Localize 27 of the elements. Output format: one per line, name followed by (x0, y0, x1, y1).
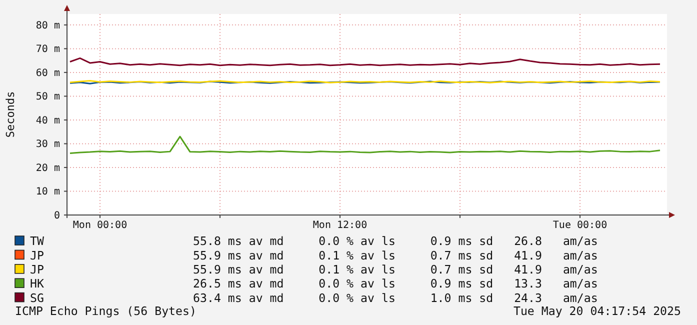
text: 55.8 ms av md 0.0 % av ls 0.9 ms sd 26.8 am/as (193, 234, 598, 248)
y-tick-label: 50 m (36, 92, 60, 103)
line-series (69, 57, 661, 66)
x-tick-label: Tue 00:00 (552, 220, 608, 231)
y-tick-label: 40 m (36, 115, 60, 126)
legend-label: JP (30, 248, 44, 262)
x-tick-label: Mon 00:00 (72, 220, 128, 231)
text: 63.4 ms av md 0.0 % av ls 1.0 ms sd 24.3 am/as (193, 290, 598, 305)
y-tick-label: 20 m (36, 162, 60, 174)
text: ICMP Echo Pings (56 Bytes) (15, 304, 196, 318)
legend-label: SG (30, 290, 44, 305)
text: Tue May 20 04:17:54 2025 (513, 304, 682, 318)
y-tick-label: 30 m (36, 139, 60, 150)
x-tick-label: Mon 12:00 (312, 220, 368, 231)
text: 55.9 ms av md 0.1 % av ls 0.7 ms sd 41.9 am/as (193, 248, 598, 262)
y-axis-title: Seconds (4, 91, 17, 138)
y-tick-label: 70 m (36, 44, 60, 56)
legend-label: JP (30, 262, 44, 276)
y-tick-label: 60 m (36, 68, 60, 79)
text: 55.9 ms av md 0.1 % av ls 0.7 ms sd 41.9 am/as (193, 262, 598, 276)
y-tick-label: 10 m (36, 186, 60, 198)
legend-label: TW (30, 234, 44, 248)
text: 26.5 ms av md 0.0 % av ls 0.9 ms sd 13.3 am/as (193, 276, 598, 291)
y-tick-label: 0 (54, 210, 60, 222)
legend-label: HK (30, 276, 44, 291)
y-tick-label: 80 m (36, 20, 60, 32)
line-series (69, 136, 661, 154)
